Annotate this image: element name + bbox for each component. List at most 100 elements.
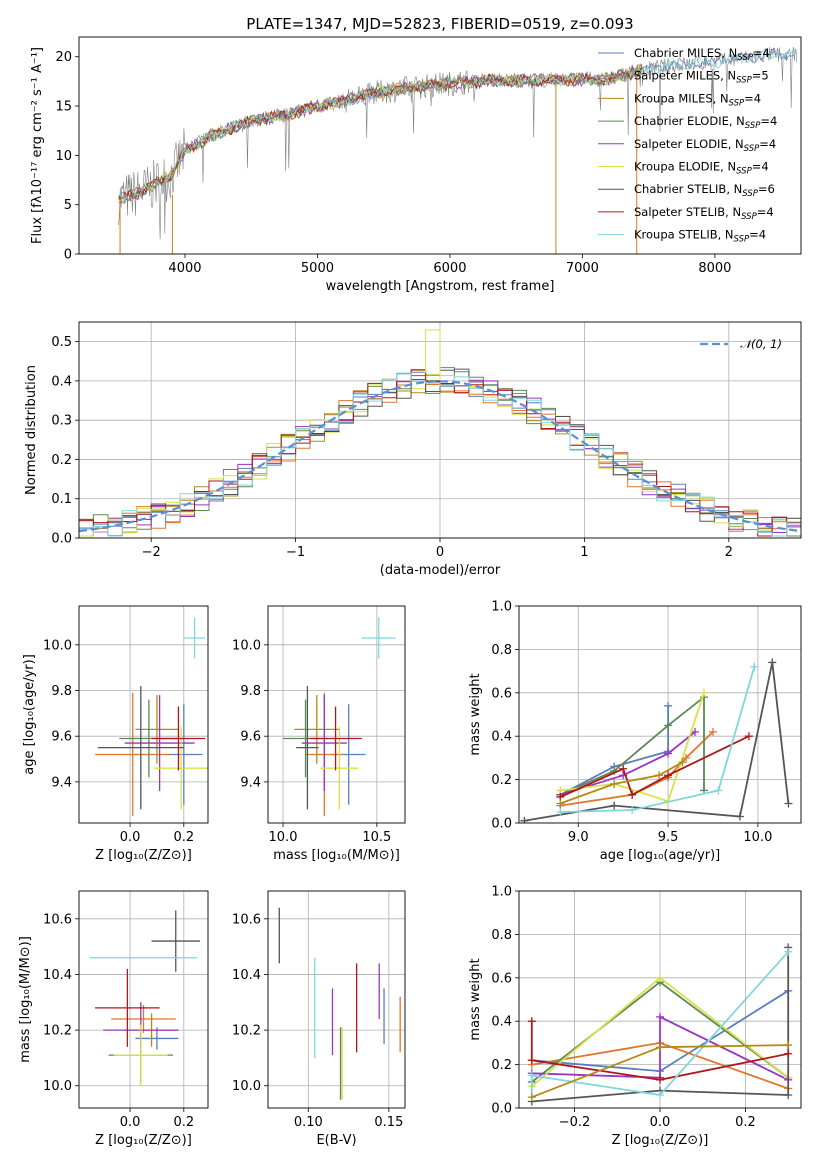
axes-frame — [518, 890, 802, 1109]
x-tick-label: 7000 — [566, 261, 599, 276]
legend-count: =4 — [749, 228, 766, 242]
y-tick-label: 0.0 — [491, 1102, 512, 1117]
x-axis-label: Z [log₁₀(Z/Z⊙)] — [95, 1133, 192, 1148]
legend-label: Salpeter ELODIE, NSSP=4 — [634, 137, 776, 154]
x-tick-label: 0.0 — [120, 1115, 141, 1130]
legend-count: =6 — [758, 182, 775, 196]
legend-count: =4 — [753, 46, 770, 60]
y-tick-label: 1.0 — [491, 600, 512, 615]
mass-weight-marker — [664, 721, 673, 730]
mass-weight-marker — [784, 947, 793, 956]
legend-label: Chabrier STELIB, NSSP=6 — [634, 182, 775, 199]
legend-subscript: SSP — [729, 98, 745, 108]
legend-count: =4 — [757, 205, 774, 219]
y-tick-label: 10.2 — [43, 1024, 72, 1039]
age-vs-mass-axes: 10.0 10.5 9.4 9.6 9.8 10.0 mass [log₁₀(M/M⊙)] — [232, 605, 406, 863]
mass-weight-marker — [768, 658, 777, 667]
y-tick-label: 0.8 — [491, 643, 512, 658]
mass-weight-marker — [556, 799, 565, 808]
plot-area — [268, 891, 405, 1108]
mass-weight-line-6 — [531, 947, 790, 1103]
y-tick-label: 9.8 — [240, 684, 261, 699]
legend-label: Kroupa ELODIE, NSSP=4 — [634, 160, 769, 177]
legend-subscript: SSP — [741, 212, 757, 222]
y-tick-label: 10 — [55, 149, 72, 164]
mass-weight-marker — [527, 1093, 536, 1102]
x-axis-label: (data-model)/error — [380, 563, 501, 578]
y-tick-label: 10.0 — [232, 638, 261, 653]
y-tick-label: 9.6 — [51, 730, 72, 745]
x-tick-label: 10.0 — [743, 830, 772, 845]
mass-weight-marker — [691, 727, 700, 736]
mass-weight-marker — [556, 808, 565, 817]
massweight-vs-Z-axes: −0.2 0.0 0.2 0.0 0.2 0.4 0.6 0.8 1.0 Z [log₁₀(Z/Z… — [468, 885, 802, 1148]
x-tick-label: 8000 — [698, 261, 731, 276]
x-axis-label: Z [log₁₀(Z/Z⊙)] — [95, 848, 192, 863]
x-tick-label: 1 — [580, 545, 588, 560]
x-axis-label: Z [log₁₀(Z/Z⊙)] — [612, 1133, 709, 1148]
mass-weight-marker — [628, 790, 637, 799]
mass-weight-marker — [735, 812, 744, 821]
spectrum-axes: 4000 5000 6000 7000 8000 0 5 10 15 20 wavelength [… — [30, 36, 802, 294]
mass-weight-marker — [708, 727, 717, 736]
legend-count: =4 — [759, 137, 776, 151]
x-tick-label: 0.0 — [120, 830, 141, 845]
legend-count: =4 — [752, 160, 769, 174]
mass-weight-marker — [656, 1043, 664, 1052]
residual-histogram-9 — [79, 372, 801, 537]
y-axis-label: Normed distribution — [24, 365, 39, 495]
mass-weight-line-8 — [560, 666, 756, 813]
mass-weight-line-4 — [560, 731, 696, 796]
y-tick-label: 1.0 — [491, 885, 512, 900]
axes-frame — [267, 605, 406, 824]
y-tick-label: 0.4 — [491, 1015, 512, 1030]
histogram-peak-bin — [425, 329, 441, 381]
y-tick-label: 0.0 — [491, 817, 512, 832]
x-tick-label: 0.2 — [173, 830, 194, 845]
age-vs-Z-axes: 0.0 0.2 9.4 9.6 9.8 10.0 Z [log₁₀(Z/Z⊙)] age [l… — [22, 605, 209, 863]
y-tick-label: 9.4 — [240, 775, 261, 790]
y-axis-label: age [log₁₀(age/yr)] — [22, 654, 37, 775]
mass-weight-marker — [527, 1056, 536, 1065]
plot-area — [519, 891, 801, 1108]
axes-frame — [78, 36, 802, 255]
y-tick-label: 9.4 — [51, 775, 72, 790]
legend-label: Salpeter MILES, NSSP=5 — [634, 69, 769, 86]
y-tick-label: 0.2 — [51, 453, 72, 468]
y-tick-label: 10.6 — [43, 912, 72, 927]
x-tick-label: −1 — [286, 545, 305, 560]
mass-weight-marker — [678, 758, 687, 767]
x-tick-label: 2 — [725, 545, 733, 560]
legend-label: Chabrier ELODIE, NSSP=4 — [634, 114, 777, 131]
mass-weight-marker — [610, 779, 619, 788]
x-tick-label: 9.5 — [658, 830, 679, 845]
mass-weight-marker — [750, 662, 759, 671]
axes-frame — [518, 605, 802, 824]
y-tick-label: 0.8 — [491, 928, 512, 943]
y-tick-label: 10.0 — [43, 1079, 72, 1094]
chart-title: PLATE=1347, MJD=52823, FIBERID=0519, z=0… — [246, 15, 633, 33]
legend-subscript: SSP — [736, 167, 752, 177]
legend-subscript: SSP — [736, 76, 752, 86]
mass-weight-marker — [784, 799, 793, 808]
mass-weight-marker — [527, 1071, 536, 1080]
y-tick-label: 10.0 — [43, 638, 72, 653]
legend-subscript: SSP — [745, 121, 761, 131]
x-tick-label: 0 — [436, 545, 444, 560]
y-tick-label: 0.4 — [51, 374, 72, 389]
y-tick-label: 10.2 — [232, 1024, 261, 1039]
x-axis-label: mass [log₁₀(M/M⊙)] — [273, 848, 400, 863]
legend-subscript: SSP — [734, 235, 750, 245]
x-axis-label: wavelength [Angstrom, rest frame] — [326, 279, 555, 294]
model-spectrum-7 — [118, 67, 643, 200]
mass-weight-line-9 — [559, 761, 683, 805]
mass-weight-marker — [520, 816, 529, 823]
legend-count: =5 — [752, 69, 769, 83]
x-tick-label: −0.2 — [559, 1115, 591, 1130]
axes-frame — [78, 321, 802, 539]
x-tick-label: 5000 — [301, 261, 334, 276]
mass-weight-marker — [527, 1017, 536, 1026]
mass-weight-marker — [656, 973, 664, 982]
y-tick-label: 0.4 — [491, 730, 512, 745]
mass-weight-marker — [784, 1090, 793, 1099]
